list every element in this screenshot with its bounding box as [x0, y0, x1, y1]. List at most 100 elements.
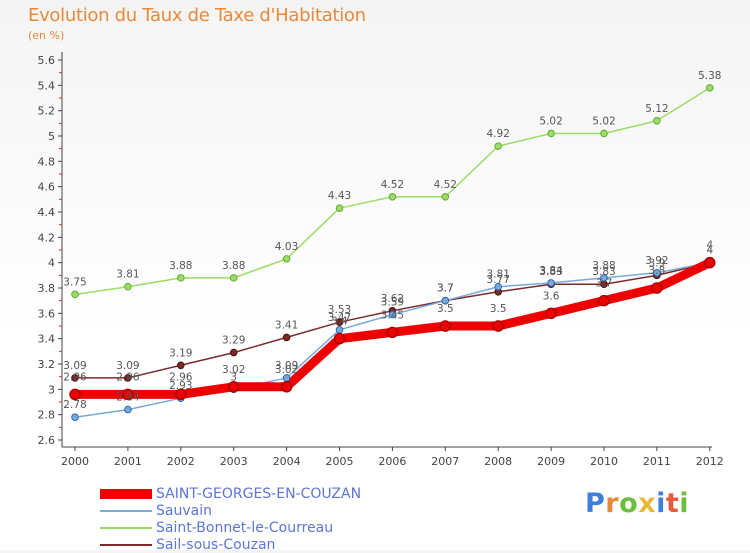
data-label: 5.02 — [539, 115, 562, 127]
data-label: 3.09 — [275, 360, 298, 372]
logo-letter: t — [665, 488, 680, 519]
x-tick-label: 2007 — [431, 455, 459, 468]
data-label: 3.6 — [543, 290, 560, 302]
data-point — [441, 193, 450, 201]
data-label: 3.92 — [645, 255, 668, 267]
data-point — [177, 361, 185, 370]
data-point — [280, 381, 293, 393]
data-point — [177, 274, 185, 282]
legend-item-saint-georges: SAINT-GEORGES-EN-COUZAN — [100, 485, 361, 502]
data-point — [388, 193, 397, 201]
data-label: 3.88 — [222, 260, 245, 272]
data-label: 3.88 — [592, 260, 615, 272]
data-label: 3.29 — [222, 335, 245, 347]
x-tick-label: 2005 — [326, 455, 354, 468]
data-label: 4 — [706, 240, 713, 252]
data-point — [441, 296, 450, 305]
data-label: 3.02 — [222, 364, 245, 376]
data-label: 2.93 — [169, 380, 192, 392]
data-point — [229, 274, 238, 282]
x-tick-label: 2010 — [590, 455, 618, 468]
y-tick-label: 4 — [48, 257, 55, 270]
y-tick-label: 5.6 — [38, 54, 56, 67]
logo-letter: i — [679, 488, 690, 519]
data-label: 4.52 — [434, 179, 457, 191]
y-tick-label: 3.6 — [38, 307, 56, 320]
y-tick-label: 4.6 — [38, 181, 56, 194]
data-point — [335, 318, 344, 327]
data-point — [494, 282, 503, 291]
chart-legend: SAINT-GEORGES-EN-COUZAN Sauvain Saint-Bo… — [100, 485, 361, 553]
data-label: 3.81 — [116, 269, 139, 281]
data-point — [71, 374, 79, 382]
y-tick-label: 4.4 — [38, 206, 56, 219]
data-point — [598, 294, 610, 307]
x-tick-label: 2011 — [643, 455, 671, 468]
data-label: 5.02 — [592, 115, 615, 127]
data-point — [704, 256, 716, 269]
data-label: 3.9 — [649, 257, 666, 269]
data-label: 3.8 — [649, 265, 666, 277]
data-label: 2.96 — [63, 371, 87, 383]
data-point — [547, 129, 555, 138]
y-tick-label: 3 — [48, 383, 55, 396]
y-tick-label: 5.2 — [38, 105, 56, 118]
data-label: 4 — [706, 245, 713, 257]
x-tick-label: 2006 — [378, 455, 406, 468]
data-label: 4 — [706, 245, 713, 257]
data-point — [333, 332, 346, 345]
data-label: 3.41 — [275, 319, 298, 331]
data-label: 5.38 — [698, 70, 721, 82]
y-tick-label: 4.8 — [38, 155, 56, 168]
data-point — [388, 310, 397, 319]
x-tick-label: 2003 — [220, 455, 248, 468]
legend-label: Sail-sous-Couzan — [156, 536, 276, 553]
legend-label: SAINT-GEORGES-EN-COUZAN — [156, 485, 362, 502]
data-label: 3.7 — [437, 283, 454, 295]
data-label: 3.81 — [487, 269, 510, 281]
data-point — [282, 255, 291, 263]
data-point — [175, 388, 187, 401]
data-point — [124, 282, 132, 291]
data-label: 3.83 — [592, 266, 615, 278]
data-point — [547, 279, 555, 287]
logo-letter: o — [619, 488, 639, 519]
y-tick-label: 3.2 — [38, 358, 56, 371]
data-label: 3.19 — [169, 347, 192, 359]
data-label: 2.96 — [169, 371, 193, 383]
data-point — [653, 117, 661, 125]
data-label: 3.62 — [381, 293, 404, 305]
data-label: 3.09 — [63, 360, 86, 372]
data-point — [706, 84, 714, 92]
legend-swatch-saint-georges — [100, 488, 152, 499]
x-tick-label: 2008 — [484, 455, 512, 468]
data-label: 3 — [230, 371, 237, 383]
line-chart: 2.62.833.23.43.63.844.24.44.64.855.25.45… — [38, 52, 724, 468]
y-tick-label: 5.4 — [38, 79, 56, 92]
data-label: 3.53 — [328, 304, 351, 316]
data-label: 3.83 — [539, 266, 562, 278]
logo-letter: P — [585, 488, 606, 519]
y-tick-label: 2.8 — [38, 409, 56, 422]
data-label: 2.78 — [63, 399, 86, 411]
data-label: 2.96 — [116, 371, 140, 383]
data-label: 3.7 — [437, 283, 454, 295]
data-label: 3.84 — [539, 265, 563, 277]
data-label: 3.7 — [596, 278, 613, 290]
proxiti-logo: Proxiti — [585, 488, 689, 519]
chart-title: Evolution du Taux de Taxe d'Habitation — [28, 5, 366, 26]
data-point — [545, 307, 557, 320]
data-label: 3.75 — [63, 276, 86, 288]
data-point — [69, 388, 81, 401]
data-label: 3.5 — [437, 303, 454, 315]
data-label: 3.5 — [490, 303, 507, 315]
data-point — [227, 381, 240, 393]
x-tick-label: 2001 — [114, 455, 142, 468]
data-point — [653, 269, 661, 277]
y-tick-label: 3.8 — [38, 282, 56, 295]
data-point — [71, 413, 79, 422]
x-tick-label: 2009 — [537, 455, 565, 468]
legend-label: Sauvain — [156, 502, 212, 519]
data-point — [124, 405, 132, 414]
x-tick-label: 2002 — [167, 455, 195, 468]
